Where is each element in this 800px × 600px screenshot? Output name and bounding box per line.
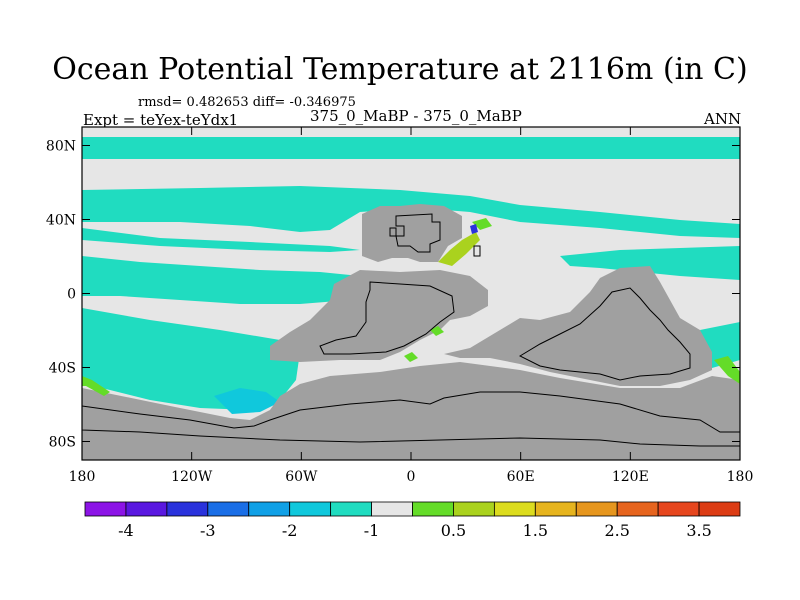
y-tick-label: 40S bbox=[49, 361, 76, 377]
y-tick-label: 80S bbox=[49, 435, 76, 451]
landmass-middle bbox=[270, 270, 488, 362]
stats-label: rmsd= 0.482653 diff= -0.346975 bbox=[138, 95, 356, 110]
colorbar-swatch bbox=[371, 501, 413, 517]
northern-band-strip bbox=[82, 228, 360, 252]
coastline-small-island bbox=[473, 245, 481, 257]
map-field bbox=[82, 127, 740, 460]
colorbar-swatch bbox=[84, 501, 127, 517]
y-tick-label: 40N bbox=[46, 213, 76, 229]
colorbar-label: 3.5 bbox=[686, 521, 711, 540]
colorbar-label: -3 bbox=[200, 521, 216, 540]
green-patch-center bbox=[430, 326, 444, 336]
experiment-label: Expt = teYex-teYdx1 bbox=[83, 111, 239, 129]
green-patch-southwest bbox=[82, 376, 110, 396]
y-axis: 80N 40N 0 40S 80S bbox=[46, 139, 740, 451]
x-tick-label: 120E bbox=[612, 469, 649, 485]
y-tick-label: 0 bbox=[67, 287, 76, 303]
weddell-patch bbox=[214, 388, 280, 414]
colorbar-swatch bbox=[207, 501, 250, 517]
southern-ocean-band bbox=[82, 308, 300, 410]
x-tick-label: 180 bbox=[69, 469, 96, 485]
colorbar-swatch bbox=[248, 501, 291, 517]
x-tick-label: 0 bbox=[407, 469, 416, 485]
colorbar-label: -1 bbox=[364, 521, 380, 540]
coastline-south bbox=[82, 391, 740, 447]
x-tick-label: 60W bbox=[285, 469, 318, 485]
colorbar-label: 2.5 bbox=[604, 521, 629, 540]
green-patch-south bbox=[404, 352, 418, 362]
coastline-north bbox=[395, 213, 441, 253]
arctic-band bbox=[82, 137, 740, 159]
colorbar-swatch bbox=[289, 501, 332, 517]
landmass-south bbox=[82, 362, 740, 460]
landmass-group bbox=[82, 204, 740, 460]
coastline-contours bbox=[82, 213, 740, 447]
colorbar-swatch bbox=[534, 501, 577, 517]
dark-blue-spot bbox=[470, 224, 478, 234]
colorbar-swatch bbox=[453, 501, 495, 517]
season-label: ANN bbox=[704, 110, 742, 128]
colorbar-swatch bbox=[330, 501, 372, 517]
green-patch-ne bbox=[472, 218, 492, 230]
colorbar-swatch bbox=[657, 501, 700, 517]
landmass-north bbox=[362, 204, 462, 262]
colorbar-label: -2 bbox=[282, 521, 298, 540]
green-patch-southeast bbox=[714, 356, 740, 384]
colorbar-label: 0.5 bbox=[441, 521, 466, 540]
x-tick-label: 120W bbox=[171, 469, 213, 485]
northern-subpolar-band bbox=[82, 186, 740, 238]
colorbar-swatch bbox=[616, 501, 659, 517]
x-tick-label: 60E bbox=[507, 469, 535, 485]
colorbar-swatch bbox=[412, 501, 454, 517]
colorbar: -4 -3 -2 -1 0.5 1.5 2.5 3.5 bbox=[84, 501, 741, 540]
coastline-lake bbox=[389, 227, 397, 237]
colorbar-swatch bbox=[493, 501, 536, 517]
colorbar-swatch bbox=[698, 501, 741, 517]
colorbar-swatch bbox=[125, 501, 168, 517]
colorbar-swatch bbox=[575, 501, 618, 517]
plot-title: Ocean Potential Temperature at 2116m (in… bbox=[52, 52, 748, 87]
coastline-east bbox=[518, 287, 691, 381]
cases-label: 375_0_MaBP - 375_0_MaBP bbox=[310, 107, 522, 125]
colorbar-label: 1.5 bbox=[523, 521, 548, 540]
x-axis: 180 120W 60W 0 60E 120E 180 bbox=[69, 127, 754, 485]
coastline-middle bbox=[319, 281, 455, 355]
colorbar-label: -4 bbox=[118, 521, 134, 540]
tropical-band bbox=[82, 256, 380, 304]
landmass-east bbox=[444, 266, 712, 386]
colorbar-swatch bbox=[166, 501, 209, 517]
x-tick-label: 180 bbox=[727, 469, 754, 485]
y-tick-label: 80N bbox=[46, 139, 76, 155]
green-patch-strip bbox=[438, 232, 480, 266]
tropical-band-east bbox=[560, 246, 740, 280]
